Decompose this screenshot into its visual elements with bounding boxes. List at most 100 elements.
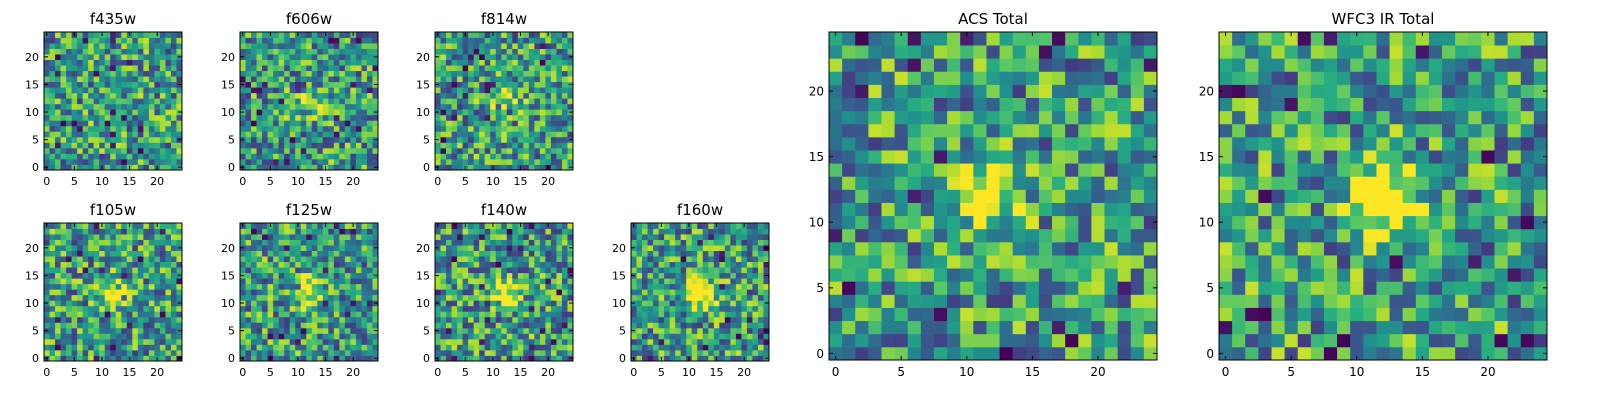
heatmap-cell [148,239,155,246]
heatmap-cell [881,320,895,335]
heatmap-cell [262,349,268,356]
heatmap-cell [366,311,373,318]
heatmap-cell [669,250,676,257]
heatmap-cell [328,355,335,361]
heatmap-cell [284,311,291,318]
heatmap-cell [137,305,144,312]
heatmap-cell [137,311,144,318]
heatmap-cell [143,223,150,229]
heatmap-cell [523,228,530,235]
heatmap-cell [653,289,659,296]
heatmap-cell [517,239,524,246]
heatmap-cell [300,245,307,251]
heatmap-cell [273,283,280,290]
heatmap-cell [752,228,759,235]
heatmap-cell [148,234,155,240]
heatmap-cell [350,98,357,105]
heatmap-cell [473,305,480,312]
heatmap-cell [273,153,280,160]
heatmap-cell [647,305,654,312]
heatmap-cell [539,54,546,60]
heatmap-cell [49,131,56,138]
heatmap-cell [653,228,659,235]
heatmap-cell [126,245,133,251]
heatmap-cell [636,278,643,285]
heatmap-cell [93,164,100,170]
heatmap-cell [284,153,291,160]
heatmap-cell [545,70,552,77]
heatmap-cell [49,98,56,105]
heatmap-cell [539,305,546,312]
heatmap-cell [686,300,693,307]
heatmap-cell [523,92,530,99]
heatmap-cell [104,294,111,301]
heatmap-cell [143,70,150,77]
heatmap-cell [1025,294,1040,308]
heatmap-cell [724,272,731,279]
heatmap-cell [328,147,335,154]
heatmap-cell [344,294,351,301]
heatmap-cell [451,142,458,149]
heatmap-cell [719,311,726,318]
heatmap-cell [273,245,280,251]
heatmap-cell [1078,294,1092,308]
heatmap-cell [539,300,546,307]
heatmap-cell [328,131,335,138]
heatmap-cell [148,311,155,318]
heatmap-cell [636,228,643,235]
heatmap-cell [523,322,530,329]
heatmap-cell [457,103,463,110]
heatmap-cell [556,48,563,55]
heatmap-cell [752,256,759,263]
heatmap-cell [473,283,480,290]
heatmap-cell [159,349,166,356]
heatmap-cell [110,316,117,323]
heatmap-cell [446,305,452,312]
heatmap-cell [339,92,346,99]
heatmap-cell [366,256,373,263]
heatmap-cell [1117,294,1132,308]
heatmap-cell [289,153,296,160]
heatmap-cell [328,283,335,290]
y-tick-label: 20 [612,242,626,255]
heatmap-cell [506,65,513,72]
heatmap-cell [741,245,748,251]
heatmap-cell [137,103,144,110]
heatmap-cell [933,294,948,308]
heatmap-cell [1104,307,1119,322]
y-tick-label: 5 [423,325,430,338]
heatmap-cell [344,109,351,116]
heatmap-cell [289,114,296,121]
heatmap-cell [479,70,486,77]
heatmap-cell [506,109,513,116]
heatmap-cell [468,355,475,361]
heatmap-cell [121,158,128,165]
heatmap-cell [306,136,313,143]
heatmap-cell [539,81,546,88]
heatmap-cell [556,65,563,72]
heatmap-cell [842,215,856,230]
heatmap-cell [539,272,546,279]
heatmap-cell [311,355,318,361]
y-tick-label: 5 [32,325,39,338]
heatmap-cell [251,109,257,116]
heatmap-cell [176,261,182,268]
heatmap-cell [126,76,133,83]
heatmap-cell [165,305,172,312]
heatmap-cell [99,250,106,257]
heatmap-cell [154,103,161,110]
heatmap-cell [278,59,285,66]
heatmap-cell [44,344,50,351]
heatmap-cell [159,333,166,340]
heatmap-cell [110,158,117,165]
heatmap-cell [691,355,698,361]
heatmap-cell [457,92,463,99]
heatmap-cell [534,43,541,49]
heatmap-cell [245,234,252,240]
heatmap-cell [333,142,340,149]
heatmap-cell [697,322,704,329]
heatmap-cell [741,272,748,279]
heatmap-cell [66,250,72,257]
heatmap-cell [1078,228,1092,243]
heatmap-cell [556,142,563,149]
